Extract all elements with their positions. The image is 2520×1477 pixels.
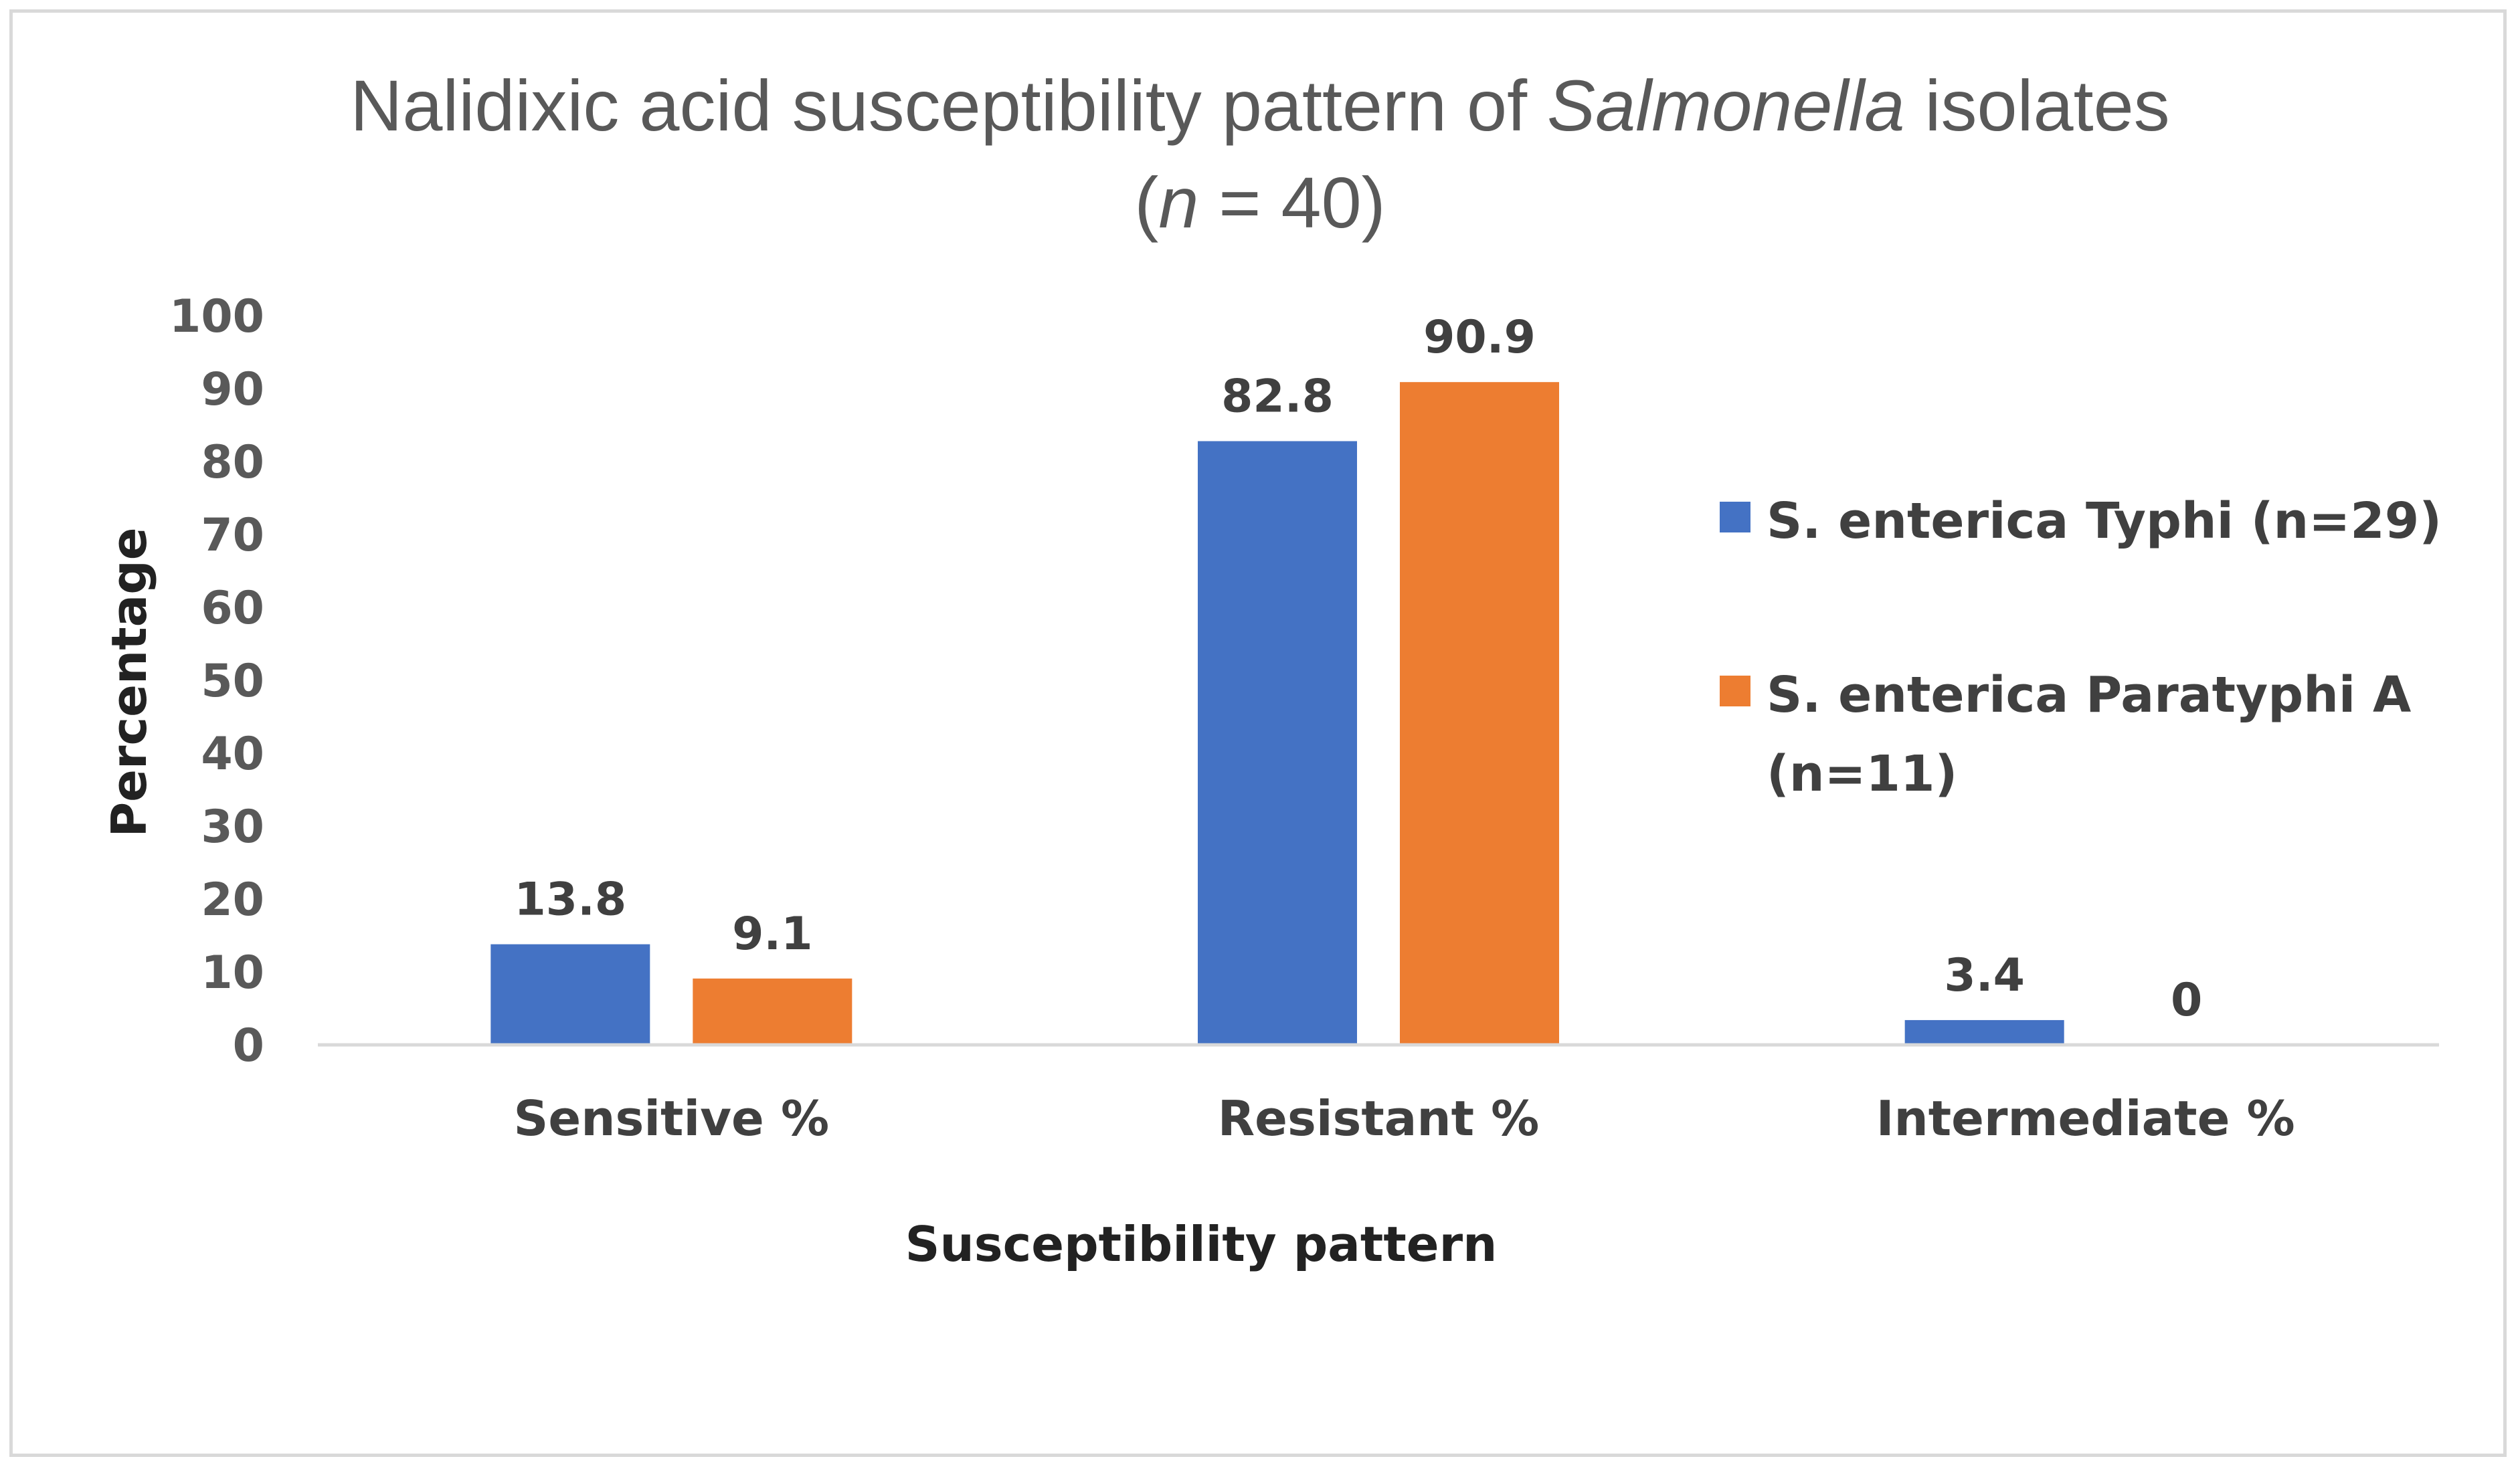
y-tick-label: 40 [201,728,264,781]
data-label: 90.9 [1423,311,1536,364]
y-tick-label: 0 [233,1019,264,1072]
y-tick-label: 100 [169,290,264,343]
y-tick-label: 30 [201,801,264,854]
y-axis-ticks: 0 10 20 30 40 50 60 70 80 90 100 [169,290,264,1072]
x-axis-title: Susceptibility pattern [905,1216,1498,1272]
y-tick-label: 60 [201,582,264,635]
y-tick-label: 80 [201,436,264,489]
chart-title: Nalidixic acid susceptibility pattern of… [350,65,2169,146]
chart-subtitle: (n = 40) [1134,162,1385,243]
y-tick-label: 50 [201,655,264,708]
bar-paratyphi-a-1 [1400,382,1559,1045]
bar-paratyphi-a-0 [693,978,852,1045]
x-tick-label: Resistant % [1218,1090,1540,1147]
data-label: 13.8 [514,874,626,926]
x-axis-categories: Sensitive % Resistant % Intermediate % [514,1090,2295,1147]
data-label: 3.4 [1944,949,2024,1002]
x-tick-label: Intermediate % [1876,1090,2295,1147]
x-tick-label: Sensitive % [514,1090,830,1147]
bar-typhi-0 [490,944,650,1045]
legend: S. enterica Typhi (n=29) S. enterica Para… [1720,492,2442,803]
data-label: 9.1 [732,908,812,961]
y-axis-title: Percentage [101,527,157,837]
legend-label: S. enterica Paratyphi A [1767,666,2411,724]
legend-swatch [1720,676,1750,706]
legend-swatch [1720,502,1750,532]
data-labels: 13.8 9.1 82.8 90.9 3.4 0 [514,311,2202,1027]
bars [490,382,2064,1045]
y-tick-label: 20 [201,874,264,926]
bar-typhi-2 [1904,1019,2064,1045]
y-tick-label: 10 [201,947,264,999]
legend-label: (n=11) [1767,745,1957,803]
legend-label: S. enterica Typhi (n=29) [1767,492,2442,550]
y-tick-label: 90 [201,363,264,416]
y-tick-label: 70 [201,509,264,562]
data-label: 0 [2171,974,2202,1027]
data-label: 82.8 [1221,370,1334,423]
bar-typhi-1 [1198,441,1357,1045]
